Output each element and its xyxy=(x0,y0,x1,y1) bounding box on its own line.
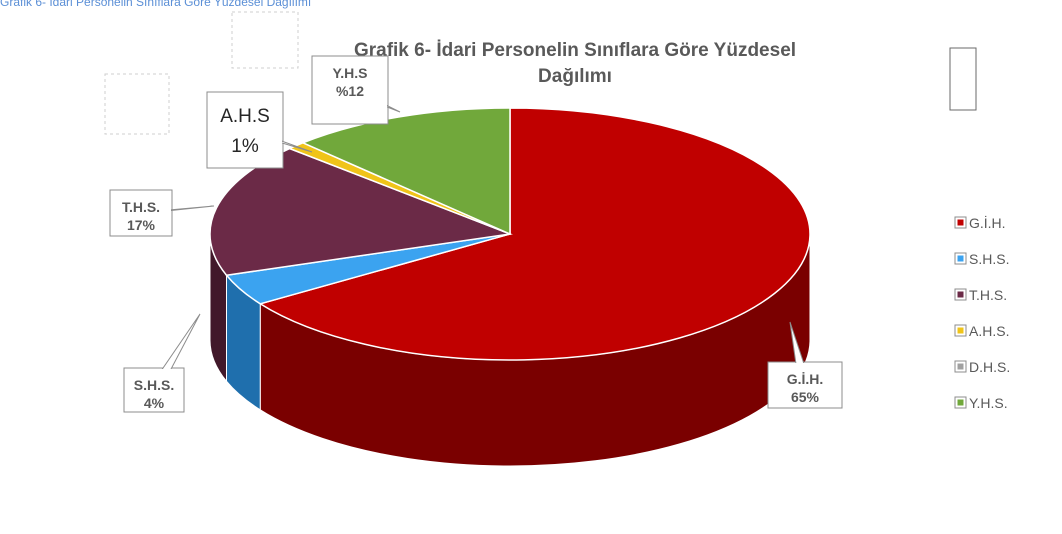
data-label-value: %12 xyxy=(336,83,364,99)
pie-data-labels: G.İ.H. 65% S.H.S. 4% T.H.S. 17% A.H.S 1% Y.H.S %1… xyxy=(109,55,843,413)
legend-label: A.H.S. xyxy=(969,323,1009,339)
pie-top-slices xyxy=(209,107,811,361)
data-label-fill xyxy=(208,93,282,167)
caption-fragment: Grafik 6- İdari Personelin Sınıflara Gör… xyxy=(0,0,1062,10)
legend-swatch xyxy=(957,363,964,370)
data-label-name: A.H.S xyxy=(220,106,270,127)
legend-swatch xyxy=(957,291,964,298)
data-label-ahs: A.H.S 1% xyxy=(206,91,313,169)
data-label-value: 65% xyxy=(791,389,820,405)
data-label-fill xyxy=(769,363,841,407)
data-label-fill xyxy=(313,57,387,123)
data-label-fill xyxy=(125,369,183,411)
legend-swatch xyxy=(957,327,964,334)
legend-label: Y.H.S. xyxy=(969,395,1008,411)
legend-entry: A.H.S. xyxy=(954,323,1009,339)
data-label-name: Y.H.S xyxy=(332,65,367,81)
data-label-value: 1% xyxy=(231,136,259,157)
legend-entry: Y.H.S. xyxy=(954,395,1008,411)
pie-slice-yhs xyxy=(301,107,511,236)
data-label-name: S.H.S. xyxy=(134,377,174,393)
data-label-name: T.H.S. xyxy=(122,199,160,215)
data-label-gih: G.İ.H. 65% xyxy=(767,321,843,409)
data-label-value: 4% xyxy=(144,395,165,411)
empty-label-box xyxy=(949,47,977,111)
data-label-yhs: Y.H.S %12 xyxy=(311,55,401,125)
legend-label: D.H.S. xyxy=(969,359,1010,375)
data-label-ths: T.H.S. 17% xyxy=(109,189,215,237)
legend-label: T.H.S. xyxy=(969,287,1007,303)
legend-entry: T.H.S. xyxy=(954,287,1007,303)
empty-label-box xyxy=(231,11,299,69)
legend-entry: D.H.S. xyxy=(954,359,1010,375)
legend-label: S.H.S. xyxy=(969,251,1009,267)
chart-title-line1: Grafik 6- İdari Personelin Sınıflara Gör… xyxy=(354,40,796,61)
legend-label: G.İ.H. xyxy=(969,214,1006,231)
caption-fragment-text: Grafik 6- İdari Personelin Sınıflara Gör… xyxy=(0,0,312,9)
data-label-name: G.İ.H. xyxy=(787,371,824,387)
pie-slice-gih xyxy=(258,107,811,361)
legend-swatch xyxy=(957,255,964,262)
legend-swatch xyxy=(957,399,964,406)
data-label-shs: S.H.S. 4% xyxy=(123,313,201,413)
empty-label-box xyxy=(104,73,170,135)
data-label-value: 17% xyxy=(127,217,156,233)
legend-swatch xyxy=(957,219,964,226)
legend-entry: S.H.S. xyxy=(954,251,1009,267)
legend-entry: G.İ.H. xyxy=(954,214,1006,231)
chart-title-line2: Dağılımı xyxy=(538,66,612,87)
chart-title: Grafik 6- İdari Personelin Sınıflara Gör… xyxy=(354,40,796,87)
chart-legend: G.İ.H. S.H.S. T.H.S. A.H.S. D.H.S. Y.H.S. xyxy=(954,214,1010,411)
data-label-fill xyxy=(111,191,171,235)
